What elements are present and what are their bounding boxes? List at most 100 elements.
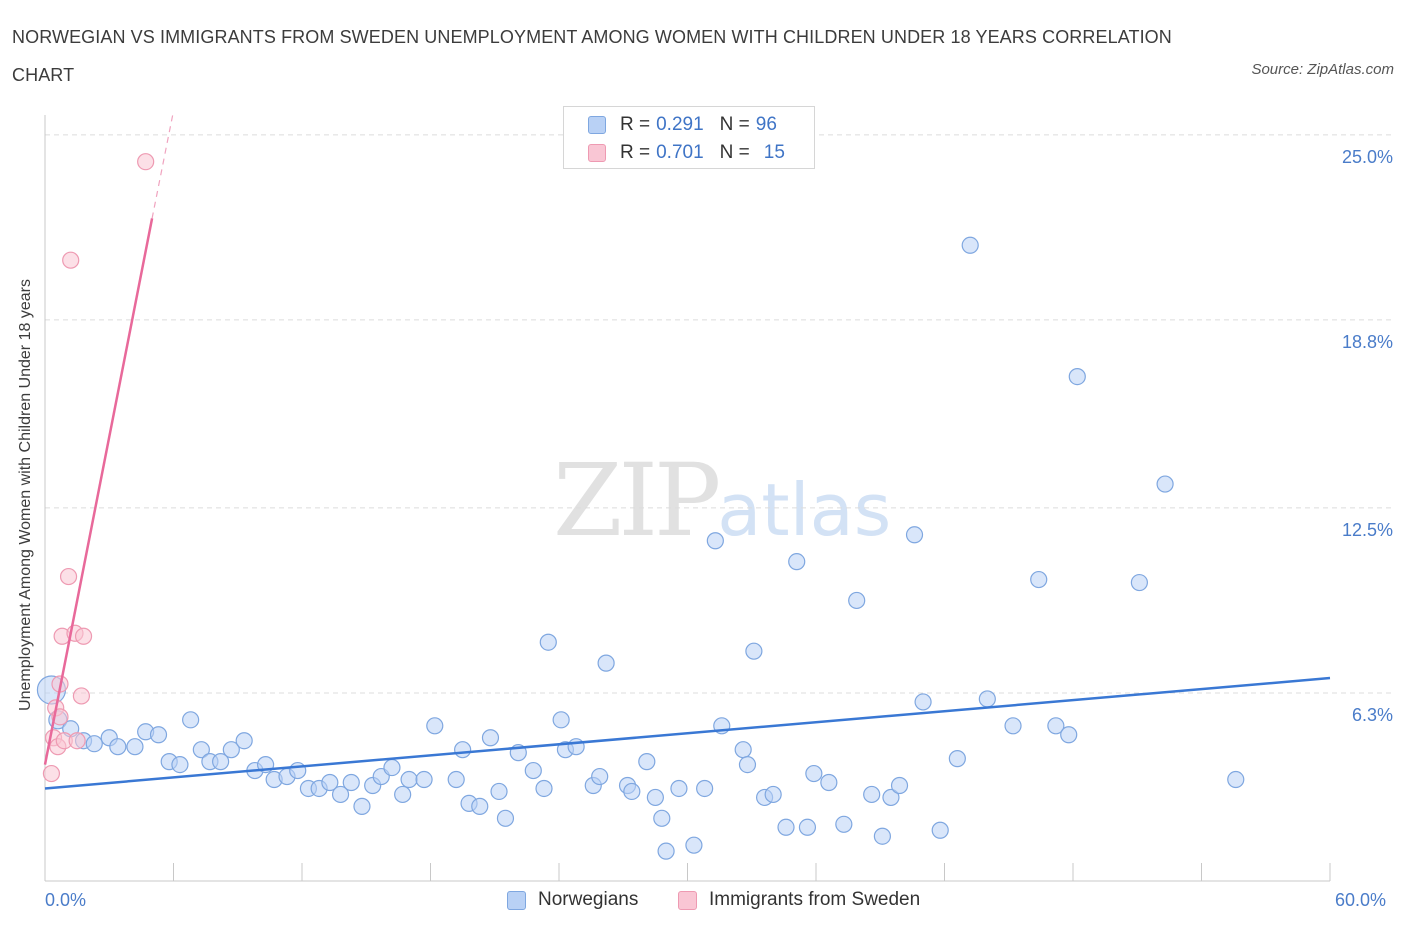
- data-point-sweden: [59, 567, 78, 586]
- data-point-norwegians: [331, 785, 350, 804]
- data-point-norwegians: [192, 741, 210, 759]
- data-point-norwegians: [490, 782, 508, 801]
- data-point-norwegians: [591, 767, 609, 786]
- source-credit: Source: ZipAtlas.com: [1251, 61, 1394, 78]
- data-point-norwegians: [222, 741, 240, 759]
- data-point-norwegians: [863, 785, 881, 804]
- data-point-norwegians: [670, 779, 688, 798]
- watermark-zip: ZIP: [553, 442, 721, 559]
- data-point-norwegians: [447, 770, 465, 789]
- data-point-norwegians: [182, 711, 200, 729]
- watermark: ZIPatlas: [553, 442, 891, 559]
- data-point-norwegians: [623, 782, 641, 801]
- legend-n-value-sweden: 15: [763, 142, 785, 163]
- series-swatch-norwegians: [507, 890, 526, 910]
- data-point-norwegians: [835, 815, 853, 833]
- trend-line-sweden-extension: [151, 110, 175, 219]
- legend-row-norwegians: R = 0.291 N = 96: [588, 113, 777, 137]
- data-point-norwegians: [85, 735, 103, 753]
- legend-n-label: N =: [719, 114, 750, 135]
- y-tick-label: 18.8%: [1341, 331, 1393, 352]
- data-point-sweden: [62, 251, 80, 269]
- data-point-norwegians: [653, 809, 671, 827]
- data-point-norwegians: [931, 821, 949, 839]
- data-point-norwegians: [914, 693, 932, 711]
- axis-layer: [44, 115, 1331, 882]
- y-tick-label: 12.5%: [1341, 519, 1393, 540]
- x-tick-label-min: 0.0%: [45, 890, 87, 910]
- data-point-norwegians: [1047, 717, 1065, 735]
- data-point-norwegians: [535, 779, 553, 798]
- data-point-norwegians: [657, 842, 675, 860]
- data-point-norwegians: [788, 553, 806, 571]
- data-point-norwegians: [685, 836, 703, 854]
- data-point-norwegians: [394, 785, 412, 804]
- data-point-norwegians: [706, 532, 724, 550]
- data-point-norwegians: [696, 779, 714, 798]
- data-point-norwegians: [552, 711, 570, 729]
- y-axis-label: Unemployment Among Women with Children U…: [17, 279, 34, 711]
- data-point-norwegians: [738, 755, 757, 774]
- series-legend-norwegians: Norwegians: [507, 889, 638, 911]
- legend-swatch-sweden: [588, 144, 606, 162]
- data-point-norwegians: [342, 773, 360, 792]
- y-tick-label: 25.0%: [1341, 146, 1393, 167]
- data-point-norwegians: [400, 770, 418, 789]
- trend-line-sweden: [43, 218, 154, 765]
- data-point-norwegians: [471, 797, 489, 815]
- legend-r-value-norwegians: 0.291: [656, 114, 704, 135]
- series-swatch-sweden: [678, 890, 697, 910]
- data-point-norwegians: [1030, 570, 1048, 589]
- data-point-norwegians: [734, 741, 752, 759]
- series-legend-sweden: Immigrants from Sweden: [678, 889, 920, 911]
- x-tick-label-max: 60.0%: [1335, 890, 1387, 910]
- data-point-sweden: [68, 732, 86, 750]
- data-point-norwegians: [289, 761, 307, 780]
- data-point-norwegians: [820, 773, 838, 792]
- legend-r-value-sweden: 0.701: [656, 142, 704, 163]
- data-point-norwegians: [1156, 475, 1174, 493]
- grid-layer: [45, 134, 1395, 694]
- series-label-norwegians: Norwegians: [538, 889, 639, 910]
- data-point-norwegians: [1060, 726, 1078, 744]
- data-point-norwegians: [848, 591, 866, 610]
- data-point-norwegians: [415, 770, 433, 789]
- data-point-norwegians: [524, 761, 542, 780]
- points-layer: [36, 153, 1245, 860]
- data-point-sweden: [72, 687, 91, 705]
- data-point-sweden: [42, 764, 61, 783]
- data-point-norwegians: [873, 827, 891, 845]
- watermark-atlas: atlas: [717, 468, 892, 552]
- correlation-legend: R = 0.291 N = 96 R = 0.701 N = 15: [563, 106, 815, 169]
- data-point-norwegians: [539, 633, 557, 651]
- data-point-norwegians: [567, 738, 585, 756]
- data-point-norwegians: [126, 738, 144, 756]
- trend-layer: [43, 110, 1331, 790]
- data-point-norwegians: [1068, 368, 1086, 386]
- series-label-sweden: Immigrants from Sweden: [709, 889, 921, 910]
- data-point-norwegians: [777, 818, 795, 836]
- chart-title: NORWEGIAN VS IMMIGRANTS FROM SWEDEN UNEM…: [12, 27, 1172, 85]
- data-point-norwegians: [496, 809, 515, 827]
- legend-r-label: R =: [620, 114, 651, 135]
- trend-line-norwegians: [44, 676, 1331, 790]
- y-tick-label: 6.3%: [1351, 704, 1393, 725]
- data-point-norwegians: [978, 690, 996, 708]
- data-point-norwegians: [353, 797, 371, 815]
- legend-n-label: N =: [719, 142, 750, 163]
- data-point-norwegians: [905, 526, 924, 544]
- data-point-sweden: [74, 627, 93, 645]
- data-point-norwegians: [321, 773, 339, 792]
- data-point-norwegians: [798, 818, 817, 836]
- data-point-norwegians: [481, 729, 500, 747]
- data-point-norwegians: [1227, 770, 1245, 789]
- legend-r-label: R =: [620, 142, 651, 163]
- legend-n-value-norwegians: 96: [755, 114, 777, 135]
- data-point-norwegians: [961, 236, 979, 254]
- data-point-norwegians: [1004, 717, 1022, 735]
- data-point-norwegians: [383, 758, 401, 777]
- legend-row-sweden: R = 0.701 N = 15: [588, 141, 785, 165]
- data-point-norwegians: [171, 755, 189, 774]
- data-point-norwegians: [646, 788, 664, 807]
